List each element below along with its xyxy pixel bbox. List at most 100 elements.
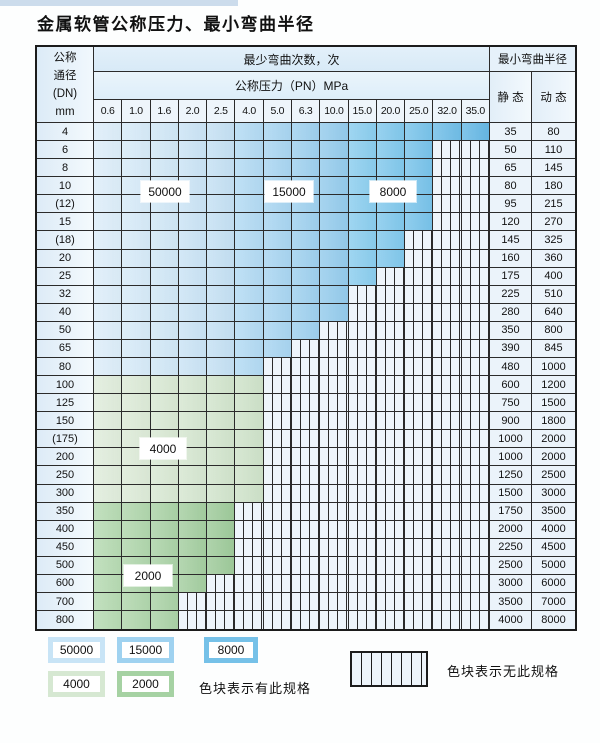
table-row: 400 2000 4000 <box>37 520 575 539</box>
pressure-cell <box>461 574 490 594</box>
pressure-cell <box>348 556 377 575</box>
pressure-cell <box>376 267 406 286</box>
pressure-cell <box>263 556 292 575</box>
pressure-cell <box>150 285 179 304</box>
pressure-cell <box>291 394 321 413</box>
pressure-cell <box>320 267 349 286</box>
pressure-cell <box>150 267 179 286</box>
pressure-cell <box>433 430 462 449</box>
pressure-cells <box>94 159 490 178</box>
pressure-cell <box>320 484 349 503</box>
pressure-cell <box>122 339 151 359</box>
pressure-cell <box>122 376 151 395</box>
pressure-cell <box>263 574 292 594</box>
pressure-cell <box>405 141 434 160</box>
pressure-cell <box>461 159 490 178</box>
pressure-cell <box>178 394 208 413</box>
pressure-tick: 35.0 <box>461 100 490 123</box>
dn-cell: 10 <box>37 177 94 196</box>
pressure-cell <box>405 556 434 575</box>
pressure-tick: 10.0 <box>320 100 349 123</box>
pressure-cell <box>405 285 434 304</box>
pressure-cell <box>122 303 151 322</box>
pressure-cell <box>178 556 208 575</box>
table-row: 80 480 1000 <box>37 358 575 377</box>
pressure-cell <box>178 466 208 485</box>
pressure-cell <box>94 412 123 431</box>
pressure-ticks: 0.6 1.0 1.6 2.0 2.5 4.0 5.0 6.3 10.0 15.0 20.0 25.0… <box>94 100 490 123</box>
pressure-cell <box>291 484 321 503</box>
dn-cell: 40 <box>37 303 94 322</box>
pressure-cell <box>320 593 349 612</box>
pressure-cell <box>235 593 264 612</box>
legend-no-spec-swatch <box>350 651 428 687</box>
static-radius-cell: 900 <box>490 412 532 431</box>
pressure-cell <box>263 249 292 268</box>
pressure-cell <box>405 321 434 340</box>
pressure-cell <box>291 358 321 377</box>
pressure-cell <box>433 593 462 612</box>
pressure-cell <box>348 611 377 630</box>
pressure-cell <box>376 412 406 431</box>
static-radius-cell: 160 <box>490 249 532 268</box>
pressure-cell <box>94 358 123 377</box>
dn-header-line: 公称 <box>53 52 77 64</box>
pressure-cell <box>405 159 434 178</box>
pressure-cell <box>235 358 264 377</box>
pressure-cell <box>291 574 321 594</box>
pressure-cell <box>405 611 434 630</box>
bend-times-header-group: 最少弯曲次数，次 公称压力（PN）MPa 0.6 1.0 1.6 2.0 2.5 4.0 5… <box>94 47 490 123</box>
pressure-cell <box>461 466 490 485</box>
pressure-cells <box>94 556 490 575</box>
pressure-cell <box>348 123 377 142</box>
pressure-cell <box>405 484 434 503</box>
pressure-cell <box>376 502 406 521</box>
pressure-cell <box>150 394 179 413</box>
pressure-cell <box>94 593 123 612</box>
pressure-cell <box>433 556 462 575</box>
top-decor-strip <box>0 0 238 6</box>
pressure-cell <box>291 593 321 612</box>
pressure-cell <box>405 574 434 594</box>
pressure-cell <box>405 466 434 485</box>
pressure-cells <box>94 231 490 250</box>
pressure-cell <box>376 213 406 232</box>
pressure-cells <box>94 484 490 503</box>
pressure-cell <box>320 376 349 395</box>
pressure-cell <box>207 267 236 286</box>
pressure-cell <box>348 303 377 322</box>
pressure-cell <box>207 538 236 557</box>
pressure-cell <box>150 376 179 395</box>
pressure-cell <box>433 339 462 359</box>
table-row: 100 600 1200 <box>37 376 575 395</box>
pressure-cell <box>207 249 236 268</box>
pressure-tick: 2.5 <box>207 100 236 123</box>
pressure-cell <box>320 285 349 304</box>
pressure-cell <box>235 376 264 395</box>
pressure-cell <box>178 358 208 377</box>
pressure-cell <box>94 303 123 322</box>
dynamic-radius-cell: 845 <box>532 339 575 359</box>
pressure-cell <box>433 195 462 214</box>
pressure-cell <box>348 574 377 594</box>
pressure-cells <box>94 123 490 142</box>
pressure-cell <box>405 267 434 286</box>
pressure-cell <box>376 611 406 630</box>
pressure-tick: 1.0 <box>122 100 151 123</box>
pressure-cell <box>405 339 434 359</box>
pressure-cell <box>150 611 179 630</box>
pressure-cell <box>376 448 406 467</box>
dn-cell: 800 <box>37 611 94 630</box>
pressure-cell <box>94 123 123 142</box>
dn-cell: 100 <box>37 376 94 395</box>
radius-header-group: 最小弯曲半径 静 态 动 态 <box>490 47 575 123</box>
dn-cell: 250 <box>37 466 94 485</box>
cycle-count-label: 15000 <box>265 181 313 202</box>
table-row: 700 3500 7000 <box>37 593 575 612</box>
pressure-cell <box>320 213 349 232</box>
table-row: 32 225 510 <box>37 285 575 304</box>
pressure-cell <box>376 520 406 539</box>
pressure-cell <box>376 593 406 612</box>
pressure-cell <box>376 321 406 340</box>
pressure-cell <box>461 556 490 575</box>
